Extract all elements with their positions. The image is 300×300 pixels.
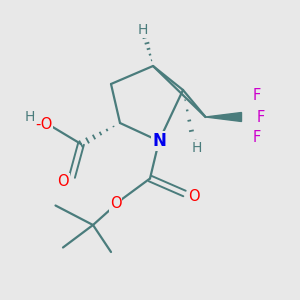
Text: O: O [57,174,69,189]
Text: -O: -O [35,117,52,132]
Text: O: O [188,189,199,204]
Polygon shape [206,112,242,122]
Text: F: F [252,130,261,146]
Text: F: F [252,88,261,104]
Text: H: H [191,142,202,155]
Text: F: F [257,110,265,124]
Text: H: H [25,110,35,124]
Text: N: N [152,132,166,150]
Text: H: H [137,23,148,37]
Text: O: O [110,196,121,211]
